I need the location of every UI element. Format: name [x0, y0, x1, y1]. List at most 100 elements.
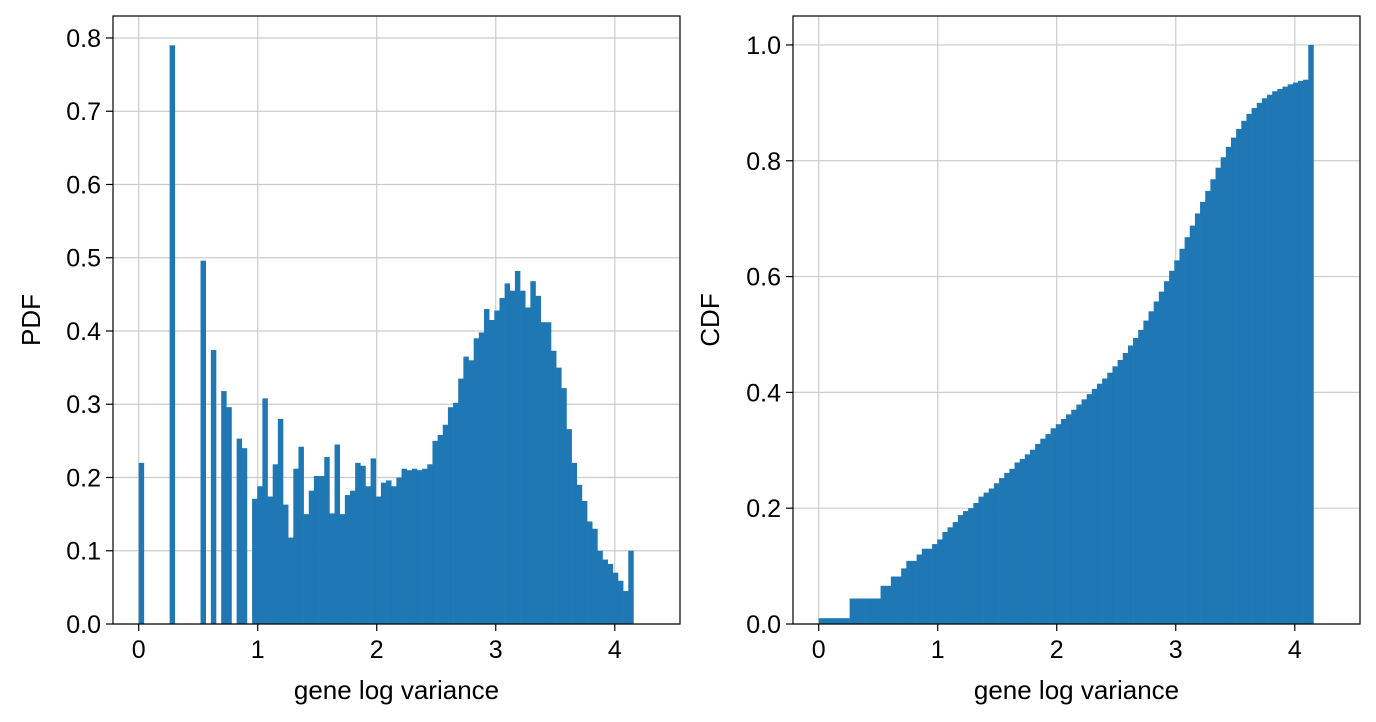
cdf-bar — [875, 598, 881, 624]
cdf-y-tick-label: 0.8 — [746, 148, 781, 176]
pdf-x-tick-label: 2 — [370, 636, 384, 664]
pdf-bar — [169, 45, 176, 624]
cdf-bar — [999, 478, 1005, 624]
cdf-bar — [1230, 137, 1237, 624]
pdf-bar — [530, 281, 536, 624]
cdf-bar — [1184, 237, 1191, 624]
pdf-bar — [138, 462, 145, 624]
pdf-bar — [550, 350, 557, 624]
cdf-bar — [973, 502, 979, 624]
cdf-axes-frame — [792, 15, 1361, 625]
cdf-bar — [1055, 424, 1062, 624]
pdf-histogram-panel: 0 1 2 3 4 0.0 0.1 0.2 0.3 0.4 0.5 0.6 0.7 0.8 gene lo… — [16, 15, 681, 705]
pdf-y-tick-label: 0.1 — [66, 538, 101, 566]
cdf-bar — [1060, 419, 1067, 624]
pdf-y-tick-label: 0.4 — [66, 318, 101, 346]
pdf-bar — [200, 260, 207, 624]
cdf-bar — [839, 618, 845, 624]
pdf-bar — [365, 486, 371, 624]
pdf-bar — [427, 464, 433, 624]
cdf-bar — [1267, 94, 1273, 624]
cdf-bar — [1050, 428, 1057, 624]
pdf-axes-frame — [112, 15, 681, 625]
cdf-bar — [854, 598, 861, 624]
cdf-bar — [1200, 201, 1206, 625]
cdf-bar — [926, 548, 933, 624]
pdf-bar — [597, 550, 603, 624]
cdf-bar — [1169, 270, 1175, 624]
pdf-bar — [319, 476, 325, 624]
cdf-bar — [1225, 146, 1232, 625]
cdf-bar — [1040, 438, 1046, 624]
pdf-bar — [262, 398, 268, 624]
cdf-bar — [1205, 190, 1211, 624]
pdf-bar — [416, 470, 423, 624]
cdf-bar — [1153, 301, 1160, 624]
cdf-bar — [1292, 82, 1299, 625]
pdf-bar — [349, 490, 356, 624]
cdf-bar — [1287, 84, 1294, 624]
cdf-bar — [1143, 320, 1149, 624]
pdf-bar — [334, 444, 340, 624]
pdf-y-tick-label: 0.3 — [66, 391, 101, 419]
pdf-bar — [406, 470, 413, 624]
pdf-y-tick-label: 0.6 — [66, 171, 101, 199]
pdf-x-tick-label: 4 — [608, 636, 622, 664]
cdf-ticks: 0 1 2 3 4 0.0 0.2 0.4 0.6 0.8 1.0 — [746, 32, 1302, 664]
pdf-bar — [355, 462, 361, 624]
pdf-bar — [587, 521, 593, 624]
pdf-bar — [210, 350, 217, 624]
cdf-x-tick-label: 3 — [1169, 636, 1183, 664]
pdf-bar — [623, 591, 629, 624]
pdf-bar — [329, 513, 335, 624]
cdf-histogram-panel: 0 1 2 3 4 0.0 0.2 0.4 0.6 0.8 1.0 gene log varianc… — [695, 15, 1361, 705]
pdf-bar — [380, 482, 387, 624]
pdf-x-axis-label: gene log variance — [294, 675, 499, 705]
cdf-bar — [1261, 98, 1268, 625]
pdf-bar — [520, 290, 526, 624]
pdf-bar — [303, 514, 310, 624]
cdf-bar — [947, 527, 953, 624]
pdf-bar — [324, 456, 330, 624]
cdf-bar — [988, 488, 995, 624]
cdf-bar — [1107, 372, 1113, 624]
cdf-bar — [1277, 88, 1283, 624]
cdf-bar — [1091, 388, 1098, 624]
cdf-bar — [1256, 102, 1263, 625]
cdf-bar — [880, 585, 887, 624]
pdf-bar — [447, 407, 454, 624]
pdf-bar — [581, 500, 588, 624]
pdf-bar — [375, 496, 382, 624]
cdf-bar — [844, 618, 850, 624]
pdf-x-tick-label: 0 — [132, 636, 146, 664]
pdf-y-tick-label: 0.2 — [66, 464, 101, 492]
cdf-bar — [1019, 458, 1026, 624]
cdf-bar — [1096, 383, 1103, 624]
cdf-bar — [932, 544, 938, 624]
pdf-bar — [288, 537, 294, 624]
cdf-bar — [1076, 404, 1082, 624]
pdf-bar — [293, 468, 299, 624]
cdf-x-tick-label: 1 — [931, 636, 945, 664]
cdf-bar — [937, 539, 943, 624]
cdf-bar — [1148, 311, 1154, 624]
cdf-y-tick-label: 0.6 — [746, 264, 781, 292]
pdf-bar — [566, 429, 572, 624]
pdf-bar — [561, 388, 567, 624]
cdf-bar — [1303, 79, 1309, 624]
cdf-bar — [1112, 366, 1118, 624]
pdf-bar — [241, 448, 248, 624]
pdf-bar — [283, 504, 289, 624]
pdf-bar — [422, 468, 428, 624]
pdf-bar — [514, 270, 521, 624]
pdf-bar — [607, 563, 614, 624]
cdf-bar — [1179, 248, 1185, 624]
cdf-bar — [829, 618, 835, 624]
pdf-bar — [360, 465, 366, 624]
cdf-bar — [823, 618, 830, 624]
pdf-grid — [113, 16, 680, 625]
cdf-bar — [834, 618, 840, 624]
cdf-bar — [978, 496, 984, 624]
pdf-bar — [437, 435, 444, 624]
cdf-bar — [1029, 449, 1036, 624]
